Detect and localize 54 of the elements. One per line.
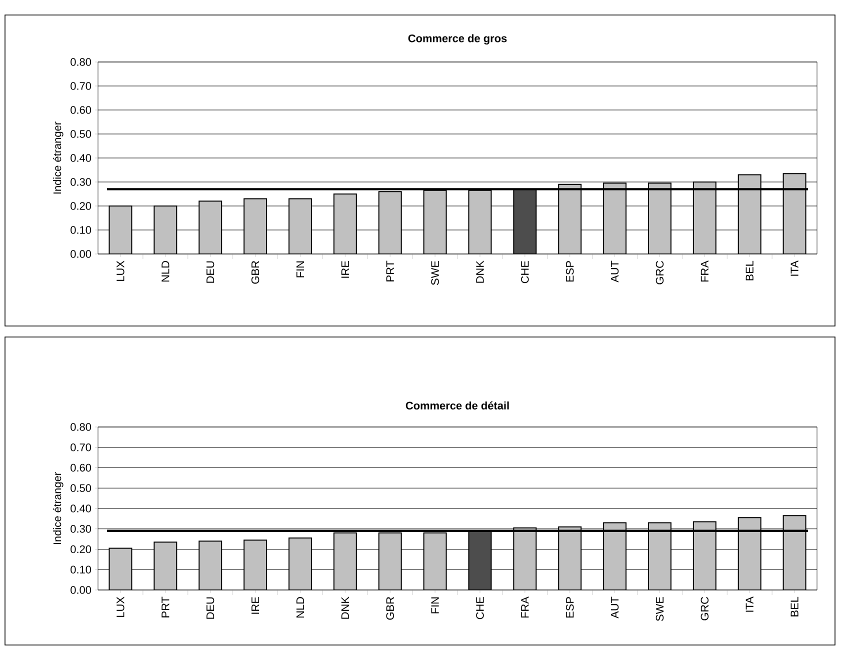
x-tick-label: DEU xyxy=(206,597,214,619)
x-tick-label: IRE xyxy=(341,260,349,278)
x-tick-label: FRA xyxy=(521,596,529,618)
chart-title: Commerce de gros xyxy=(408,34,507,44)
y-tick-label: 0.40 xyxy=(70,504,92,512)
y-tick-label: 0.30 xyxy=(70,178,92,186)
y-tick-label: 0.80 xyxy=(70,58,92,66)
x-tick-label: NLD xyxy=(296,597,304,618)
x-tick-label: CHE xyxy=(521,260,529,284)
y-tick-label: 0.40 xyxy=(70,154,92,162)
y-tick-label: 0.80 xyxy=(70,423,92,431)
x-tick-label: GRC xyxy=(700,596,709,620)
x-tick-label: AUT xyxy=(610,596,619,618)
x-tick-label: SWE xyxy=(431,260,439,285)
x-tick-label: ITA xyxy=(790,260,798,276)
y-tick-label: 0.00 xyxy=(70,586,92,594)
x-tick-label: ESP xyxy=(566,597,574,618)
y-tick-label: 0.10 xyxy=(70,226,92,234)
x-tick-label: NLD xyxy=(162,261,170,282)
y-tick-label: 0.00 xyxy=(70,250,92,258)
y-tick-label: 0.30 xyxy=(70,524,92,533)
x-tick-label: PRT xyxy=(386,260,394,282)
x-tick-label: DEU xyxy=(206,261,214,283)
x-tick-label: GRC xyxy=(656,260,664,284)
x-tick-label: LUX xyxy=(116,596,124,617)
x-tick-label: GBR xyxy=(251,261,260,284)
x-tick-label: DNK xyxy=(476,260,484,283)
x-tick-label: ESP xyxy=(566,261,574,282)
x-tick-label: DNK xyxy=(341,596,349,619)
y-tick-label: 0.50 xyxy=(70,484,92,492)
x-tick-label: AUT xyxy=(610,260,619,282)
x-tick-label: LUX xyxy=(116,260,124,281)
y-tick-label: 0.60 xyxy=(70,464,92,472)
x-tick-label: PRT xyxy=(162,596,170,618)
y-tick-label: 0.50 xyxy=(70,130,92,138)
y-tick-label: 0.70 xyxy=(70,82,92,90)
x-tick-label: CHE xyxy=(476,596,484,620)
x-tick-label: FIN xyxy=(296,261,304,278)
y-tick-label: 0.10 xyxy=(70,566,92,574)
y-tick-label: 0.60 xyxy=(70,106,92,114)
y-tick-label: 0.20 xyxy=(70,545,92,554)
y-tick-label: 0.70 xyxy=(70,443,92,452)
y-axis-title: Indice étranger xyxy=(52,472,64,544)
x-tick-label: SWE xyxy=(656,596,664,621)
x-tick-label: GBR xyxy=(386,597,394,620)
x-tick-label: FRA xyxy=(700,260,708,282)
y-tick-label: 0.20 xyxy=(70,202,92,210)
chart-title: Commerce de détail xyxy=(406,401,509,410)
y-axis-title: Indice étranger xyxy=(52,122,64,194)
x-tick-label: BEL xyxy=(790,596,798,616)
x-tick-label: FIN xyxy=(431,597,439,614)
x-tick-label: ITA xyxy=(746,596,754,612)
x-tick-label: BEL xyxy=(746,260,754,280)
x-tick-label: IRE xyxy=(252,596,260,614)
